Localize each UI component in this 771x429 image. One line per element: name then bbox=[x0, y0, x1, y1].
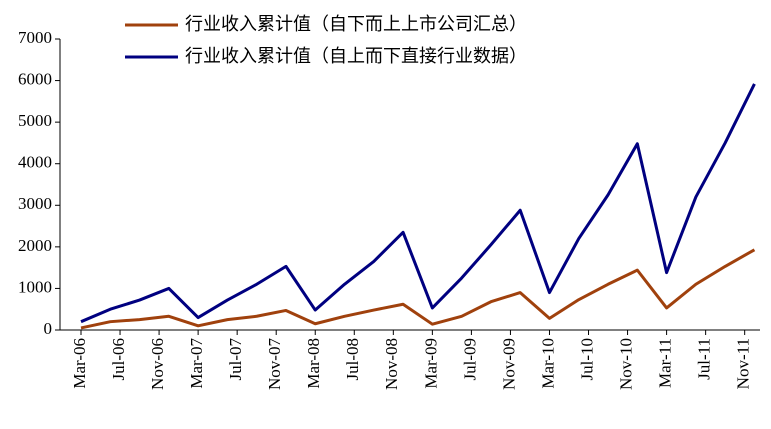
y-tick-label: 1000 bbox=[18, 277, 52, 296]
x-tick-label: Nov-10 bbox=[616, 338, 635, 390]
y-tick-label: 0 bbox=[44, 319, 53, 338]
x-tick-label: Nov-06 bbox=[148, 338, 167, 390]
y-tick-label: 4000 bbox=[18, 153, 52, 172]
x-tick-label: Jul-06 bbox=[109, 338, 128, 381]
x-tick-label: Nov-09 bbox=[499, 338, 518, 390]
x-tick-label: Nov-07 bbox=[265, 338, 284, 390]
y-tick-label: 5000 bbox=[18, 111, 52, 130]
x-tick-label: Nov-08 bbox=[382, 338, 401, 390]
x-tick-label: Jul-10 bbox=[577, 338, 596, 381]
y-tick-label: 2000 bbox=[18, 236, 52, 255]
x-tick-label: Jul-08 bbox=[343, 338, 362, 381]
y-tick-label: 6000 bbox=[18, 69, 52, 88]
x-tick-label: Jul-11 bbox=[695, 338, 714, 380]
x-tick-label: Mar-10 bbox=[538, 338, 557, 389]
x-tick-label: Nov-11 bbox=[734, 338, 753, 389]
x-tick-label: Mar-08 bbox=[304, 338, 323, 389]
legend-label: 行业收入累计值（自下而上上市公司汇总） bbox=[185, 14, 527, 35]
series-line bbox=[80, 83, 756, 324]
legend-label: 行业收入累计值（自上而下直接行业数据） bbox=[185, 46, 527, 67]
x-tick-label: Mar-09 bbox=[421, 338, 440, 389]
x-tick-label: Jul-07 bbox=[226, 338, 245, 381]
x-tick-label: Mar-06 bbox=[70, 338, 89, 389]
series-line bbox=[80, 248, 756, 330]
x-tick-label: Mar-07 bbox=[187, 338, 206, 389]
x-tick-label: Jul-09 bbox=[460, 338, 479, 381]
x-tick-label: Mar-11 bbox=[656, 338, 675, 388]
y-tick-label: 3000 bbox=[18, 194, 52, 213]
y-tick-label: 7000 bbox=[18, 28, 52, 47]
